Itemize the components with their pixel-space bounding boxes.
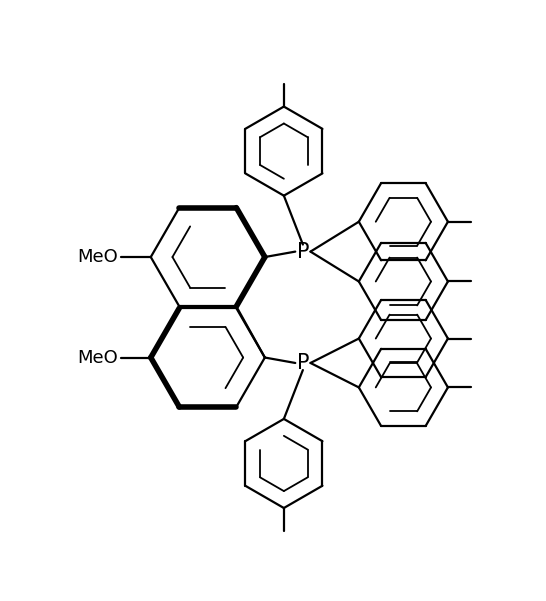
Text: MeO: MeO — [78, 349, 118, 367]
Text: MeO: MeO — [78, 248, 118, 266]
Text: P: P — [296, 242, 309, 261]
Text: P: P — [296, 353, 309, 373]
